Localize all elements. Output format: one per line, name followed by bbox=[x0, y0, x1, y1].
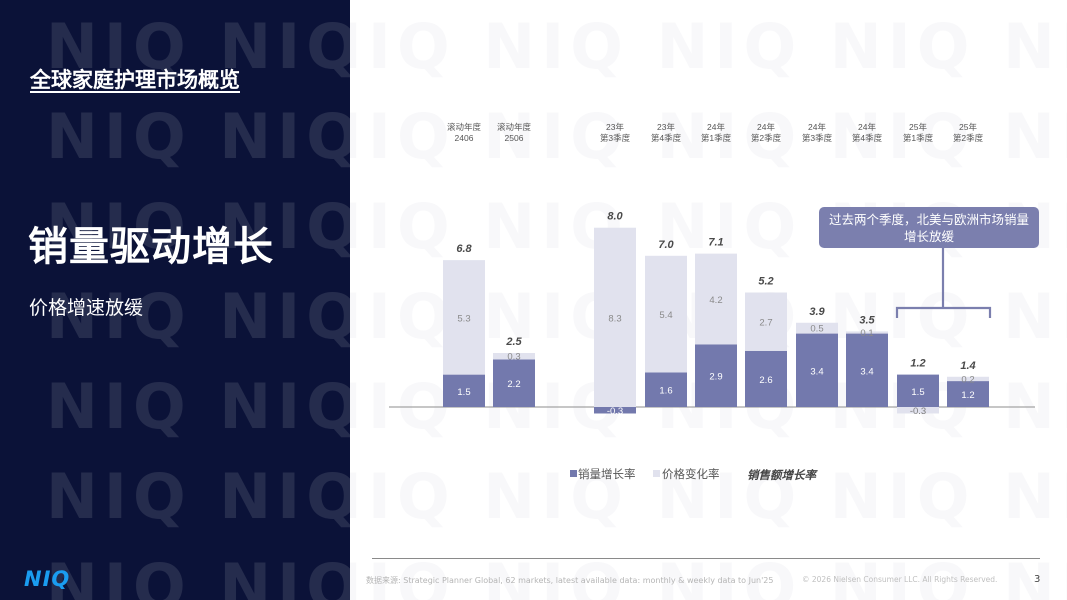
headline: 销量驱动增长 bbox=[28, 224, 274, 270]
category-label: 第1季度 bbox=[701, 133, 732, 143]
data-label-total: 7.1 bbox=[708, 237, 723, 249]
legend-swatch-price bbox=[653, 470, 660, 477]
watermark-row: NIQ NIQ NIQ NIQ NIQ NIQ NIQ NIQ NIQ NIQ … bbox=[46, 280, 350, 353]
callout-bracket bbox=[895, 306, 992, 318]
data-label-price: -0.3 bbox=[910, 406, 926, 417]
category-label: 第3季度 bbox=[600, 133, 631, 143]
data-label-total: 3.9 bbox=[809, 306, 825, 318]
watermark-row: NIQ NIQ NIQ NIQ NIQ NIQ NIQ NIQ NIQ NIQ … bbox=[350, 100, 1067, 173]
data-label-volume: -0.3 bbox=[607, 406, 623, 417]
page-number: 3 bbox=[1034, 574, 1041, 585]
watermark-row: NIQ NIQ NIQ NIQ NIQ NIQ NIQ NIQ NIQ NIQ … bbox=[46, 190, 350, 263]
watermark-row: NIQ NIQ NIQ NIQ NIQ NIQ NIQ NIQ NIQ NIQ … bbox=[46, 10, 350, 83]
data-label-price: 2.7 bbox=[759, 318, 772, 329]
bar-volume bbox=[745, 350, 787, 407]
data-label-volume: 2.2 bbox=[507, 379, 520, 390]
legend-label-volume: 销量增长率 bbox=[578, 467, 636, 481]
bar-volume bbox=[796, 333, 838, 407]
niq-logo: NIQ bbox=[24, 567, 71, 591]
data-label-volume: 1.6 bbox=[659, 386, 672, 397]
category-label: 24年 bbox=[757, 122, 775, 132]
left-panel: NIQ NIQ NIQ NIQ NIQ NIQ NIQ NIQ NIQ NIQ … bbox=[0, 0, 350, 600]
bar-price bbox=[443, 260, 485, 375]
bar-volume bbox=[443, 374, 485, 407]
bar-price bbox=[695, 253, 737, 345]
data-label-price: 8.3 bbox=[608, 313, 621, 324]
legend-label-total: 销售额增长率 bbox=[747, 468, 818, 482]
watermark-row: NIQ NIQ NIQ NIQ NIQ NIQ NIQ NIQ NIQ NIQ … bbox=[46, 370, 350, 443]
watermark-row: NIQ NIQ NIQ NIQ NIQ NIQ NIQ NIQ NIQ NIQ … bbox=[46, 460, 350, 533]
data-label-volume: 2.9 bbox=[709, 372, 722, 383]
bar-volume bbox=[493, 359, 535, 407]
category-label: 第1季度 bbox=[903, 133, 934, 143]
data-label-volume: 3.4 bbox=[860, 366, 873, 377]
footer-divider bbox=[372, 558, 1040, 559]
page-title: 全球家庭护理市场概览 bbox=[30, 68, 240, 92]
category-label: 24年 bbox=[707, 122, 725, 132]
bar-price bbox=[645, 255, 687, 373]
data-label-price: 0.2 bbox=[961, 374, 974, 385]
bar-volume bbox=[846, 333, 888, 407]
category-label: 滚动年度 bbox=[497, 122, 532, 132]
data-label-total: 1.4 bbox=[960, 360, 975, 372]
data-label-price: 0.3 bbox=[507, 352, 520, 363]
bar-price bbox=[745, 292, 787, 351]
watermark-row: NIQ NIQ NIQ NIQ NIQ NIQ NIQ NIQ NIQ NIQ … bbox=[46, 100, 350, 173]
category-label: 第2季度 bbox=[953, 133, 984, 143]
data-label-volume: 1.5 bbox=[457, 387, 470, 398]
data-label-total: 1.2 bbox=[910, 358, 925, 370]
data-label-total: 7.0 bbox=[658, 239, 674, 251]
data-label-volume: 1.2 bbox=[961, 390, 974, 401]
category-label: 第4季度 bbox=[852, 133, 883, 143]
callout-box: 过去两个季度，北美与欧洲市场销量增长放缓 bbox=[819, 207, 1039, 248]
legend-swatch-volume bbox=[570, 470, 577, 477]
data-label-price: 0.1 bbox=[860, 328, 873, 339]
data-label-price: 4.2 bbox=[709, 295, 722, 306]
data-label-price: 5.3 bbox=[457, 313, 470, 324]
bar-volume bbox=[695, 344, 737, 407]
category-label: 2406 bbox=[455, 133, 474, 143]
category-label: 滚动年度 bbox=[447, 122, 482, 132]
watermark-row: NIQ NIQ NIQ NIQ NIQ NIQ NIQ NIQ NIQ NIQ … bbox=[350, 10, 1067, 83]
bar-price bbox=[947, 376, 989, 382]
subheadline: 价格增速放缓 bbox=[29, 297, 144, 319]
bar-price bbox=[594, 227, 636, 407]
category-label: 第3季度 bbox=[802, 133, 833, 143]
data-label-total: 2.5 bbox=[505, 336, 522, 348]
data-label-volume: 3.4 bbox=[810, 366, 823, 377]
category-label: 第4季度 bbox=[651, 133, 682, 143]
category-label: 23年 bbox=[606, 122, 624, 132]
bar-volume bbox=[947, 381, 989, 407]
data-label-total: 8.0 bbox=[607, 211, 623, 223]
bar-volume bbox=[594, 407, 636, 414]
bar-price bbox=[796, 322, 838, 334]
data-label-total: 3.5 bbox=[859, 314, 875, 326]
data-label-price: 5.4 bbox=[659, 310, 672, 321]
data-label-price: 0.5 bbox=[810, 324, 823, 335]
bar-price bbox=[846, 331, 888, 334]
watermark-row: NIQ NIQ NIQ NIQ NIQ NIQ NIQ NIQ NIQ NIQ … bbox=[46, 550, 350, 600]
category-label: 25年 bbox=[959, 122, 977, 132]
footer-source: 数据来源: Strategic Planner Global, 62 marke… bbox=[366, 576, 774, 585]
data-label-total: 5.2 bbox=[758, 276, 773, 288]
footer-copyright: © 2026 Nielsen Consumer LLC. All Rights … bbox=[802, 575, 998, 584]
bar-price bbox=[493, 353, 535, 360]
category-label: 25年 bbox=[909, 122, 927, 132]
data-label-total: 6.8 bbox=[456, 243, 472, 255]
bar-volume bbox=[897, 374, 939, 407]
category-label: 24年 bbox=[858, 122, 876, 132]
data-label-volume: 1.5 bbox=[911, 387, 924, 398]
category-label: 第2季度 bbox=[751, 133, 782, 143]
bar-volume bbox=[645, 372, 687, 407]
data-label-volume: 2.6 bbox=[759, 375, 772, 386]
category-label: 24年 bbox=[808, 122, 826, 132]
watermark-row: NIQ NIQ NIQ NIQ NIQ NIQ NIQ NIQ NIQ NIQ … bbox=[350, 460, 1067, 533]
category-label: 2506 bbox=[505, 133, 524, 143]
category-label: 23年 bbox=[657, 122, 675, 132]
bar-price bbox=[897, 407, 939, 414]
legend-label-price: 价格变化率 bbox=[662, 467, 720, 481]
